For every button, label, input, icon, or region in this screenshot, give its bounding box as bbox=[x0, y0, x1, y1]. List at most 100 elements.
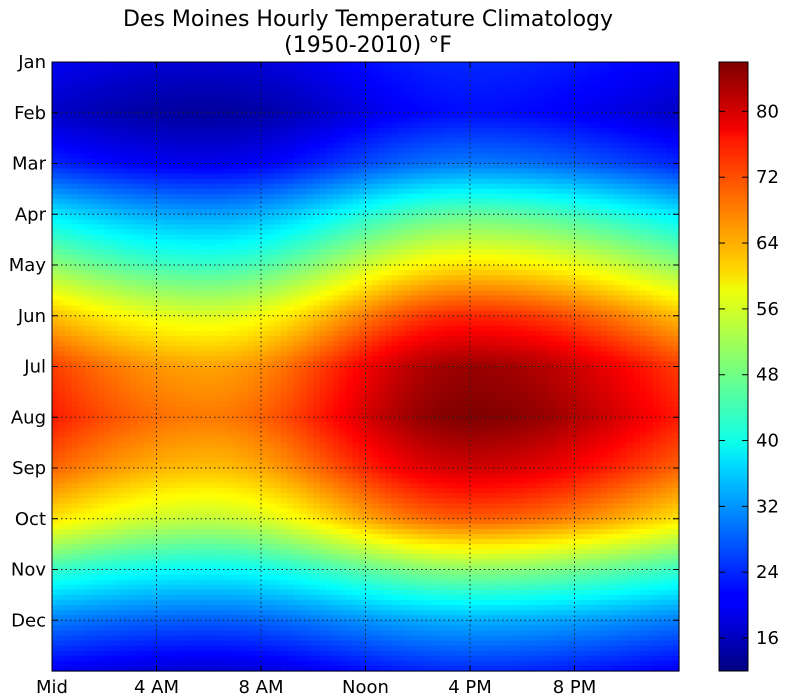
heatmap-cell bbox=[378, 214, 386, 220]
heatmap-cell bbox=[548, 163, 556, 170]
heatmap-cell bbox=[607, 77, 615, 83]
heatmap-cell bbox=[665, 148, 674, 154]
heatmap-cell bbox=[169, 209, 177, 215]
heatmap-cell bbox=[84, 199, 92, 205]
heatmap-cell bbox=[633, 138, 641, 144]
heatmap-cell bbox=[574, 270, 582, 276]
heatmap-cell bbox=[58, 193, 66, 200]
heatmap-cell bbox=[169, 214, 177, 220]
heatmap-cell bbox=[652, 158, 661, 165]
heatmap-cell bbox=[489, 254, 497, 261]
heatmap-cell bbox=[594, 107, 602, 114]
heatmap-cell bbox=[437, 148, 445, 154]
heatmap-cell bbox=[319, 173, 327, 180]
heatmap-cell bbox=[430, 122, 438, 129]
heatmap-cell bbox=[430, 133, 438, 139]
heatmap-cell bbox=[332, 234, 340, 241]
heatmap-cell bbox=[600, 77, 608, 83]
heatmap-cell bbox=[254, 158, 262, 165]
heatmap-cell bbox=[515, 62, 523, 68]
heatmap-cell bbox=[587, 92, 595, 99]
heatmap-cell bbox=[528, 275, 536, 281]
heatmap-cell bbox=[110, 72, 118, 78]
heatmap-cell bbox=[195, 107, 203, 114]
heatmap-cell bbox=[567, 92, 576, 99]
heatmap-cell bbox=[163, 62, 171, 68]
heatmap-cell bbox=[241, 82, 249, 88]
heatmap-cell bbox=[319, 183, 327, 190]
heatmap-cell bbox=[78, 259, 86, 266]
heatmap-cell bbox=[306, 153, 314, 160]
heatmap-cell bbox=[391, 239, 399, 246]
heatmap-cell bbox=[424, 234, 432, 241]
heatmap-cell bbox=[522, 239, 530, 246]
heatmap-cell bbox=[476, 199, 484, 205]
heatmap-cell bbox=[208, 290, 216, 297]
heatmap-cell bbox=[84, 219, 92, 225]
heatmap-cell bbox=[443, 153, 452, 160]
heatmap-cell bbox=[665, 143, 674, 149]
heatmap-cell bbox=[215, 138, 223, 144]
heatmap-cell bbox=[470, 188, 478, 195]
heatmap-cell bbox=[358, 153, 367, 160]
heatmap-cell bbox=[345, 295, 354, 302]
heatmap-cell bbox=[561, 188, 569, 195]
heatmap-cell bbox=[104, 138, 112, 144]
heatmap-cell bbox=[58, 219, 66, 225]
heatmap-cell bbox=[437, 153, 445, 160]
heatmap-cell bbox=[567, 107, 576, 114]
heatmap-cell bbox=[352, 254, 360, 261]
heatmap-cell bbox=[91, 244, 99, 251]
heatmap-cell bbox=[554, 310, 563, 317]
heatmap-cell bbox=[600, 199, 608, 205]
heatmap-cell bbox=[430, 254, 438, 261]
heatmap-cell bbox=[613, 122, 621, 129]
heatmap-cell bbox=[372, 178, 380, 185]
heatmap-cell bbox=[352, 122, 360, 129]
heatmap-cell bbox=[378, 270, 386, 276]
heatmap-cell bbox=[234, 280, 243, 286]
heatmap-cell bbox=[358, 127, 367, 134]
heatmap-cell bbox=[659, 295, 667, 302]
heatmap-cell bbox=[404, 143, 412, 149]
heatmap-cell bbox=[548, 254, 556, 261]
heatmap-cell bbox=[456, 107, 465, 114]
heatmap-cell bbox=[254, 102, 262, 109]
heatmap-cell bbox=[287, 107, 295, 114]
heatmap-cell bbox=[587, 168, 595, 175]
heatmap-cell bbox=[528, 280, 536, 286]
heatmap-cell bbox=[149, 280, 158, 286]
heatmap-cell bbox=[228, 107, 236, 114]
heatmap-cell bbox=[600, 153, 608, 160]
heatmap-cell bbox=[215, 290, 223, 297]
heatmap-cell bbox=[97, 254, 105, 261]
heatmap-cell bbox=[365, 305, 373, 312]
heatmap-cell bbox=[594, 310, 602, 317]
heatmap-cell bbox=[156, 153, 164, 160]
heatmap-cell bbox=[476, 82, 484, 88]
heatmap-cell bbox=[372, 300, 380, 307]
heatmap-cell bbox=[254, 82, 262, 88]
heatmap-cell bbox=[332, 265, 340, 271]
heatmap-cell bbox=[620, 249, 628, 256]
heatmap-cell bbox=[600, 67, 608, 73]
heatmap-cell bbox=[241, 320, 249, 327]
heatmap-cell bbox=[587, 188, 595, 195]
heatmap-cell bbox=[136, 204, 145, 210]
heatmap-cell bbox=[567, 138, 576, 144]
heatmap-cell bbox=[261, 275, 269, 281]
heatmap-cell bbox=[489, 275, 497, 281]
heatmap-cell bbox=[78, 82, 86, 88]
heatmap-cell bbox=[541, 158, 549, 165]
heatmap-cell bbox=[71, 249, 79, 256]
heatmap-cell bbox=[639, 285, 647, 291]
heatmap-cell bbox=[365, 224, 373, 231]
heatmap-cell bbox=[587, 259, 595, 266]
heatmap-cell bbox=[182, 270, 190, 276]
heatmap-cell bbox=[110, 138, 118, 144]
heatmap-cell bbox=[509, 112, 517, 119]
heatmap-cell bbox=[620, 300, 628, 307]
heatmap-cell bbox=[149, 275, 158, 281]
heatmap-cell bbox=[117, 285, 125, 291]
heatmap-cell bbox=[123, 315, 131, 322]
